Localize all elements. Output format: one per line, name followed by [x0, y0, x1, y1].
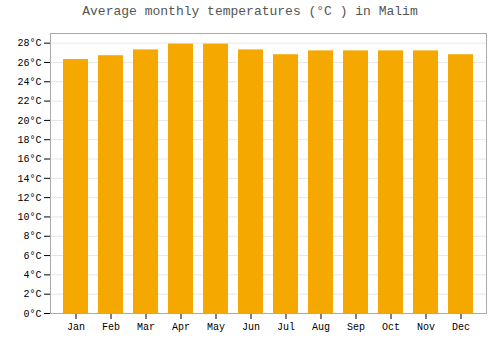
svg-text:16°C: 16°C	[17, 154, 41, 165]
svg-text:0°C: 0°C	[23, 309, 41, 320]
svg-text:8°C: 8°C	[23, 231, 41, 242]
svg-text:24°C: 24°C	[17, 77, 41, 88]
svg-text:Jan: Jan	[67, 322, 85, 333]
svg-text:Aug: Aug	[312, 322, 330, 333]
svg-text:20°C: 20°C	[17, 116, 41, 127]
svg-text:Nov: Nov	[417, 322, 435, 333]
svg-text:2°C: 2°C	[23, 289, 41, 300]
svg-text:14°C: 14°C	[17, 174, 41, 185]
svg-text:28°C: 28°C	[17, 38, 41, 49]
svg-text:Oct: Oct	[382, 322, 400, 333]
svg-text:Dec: Dec	[452, 322, 470, 333]
svg-text:May: May	[207, 322, 225, 333]
svg-text:4°C: 4°C	[23, 270, 41, 281]
svg-text:18°C: 18°C	[17, 135, 41, 146]
svg-text:Apr: Apr	[172, 322, 190, 333]
svg-text:Sep: Sep	[347, 322, 365, 333]
svg-text:Mar: Mar	[137, 322, 155, 333]
svg-text:12°C: 12°C	[17, 193, 41, 204]
svg-text:10°C: 10°C	[17, 212, 41, 223]
svg-text:Feb: Feb	[102, 322, 120, 333]
svg-text:Jul: Jul	[277, 322, 295, 333]
html-text:Average monthly temperatures (: Average monthly temperatures (°C ) in Ma…	[82, 4, 418, 19]
svg-text:22°C: 22°C	[17, 96, 41, 107]
svg-text:Jun: Jun	[242, 322, 260, 333]
svg-text:26°C: 26°C	[17, 58, 41, 69]
svg-text:6°C: 6°C	[23, 251, 41, 262]
